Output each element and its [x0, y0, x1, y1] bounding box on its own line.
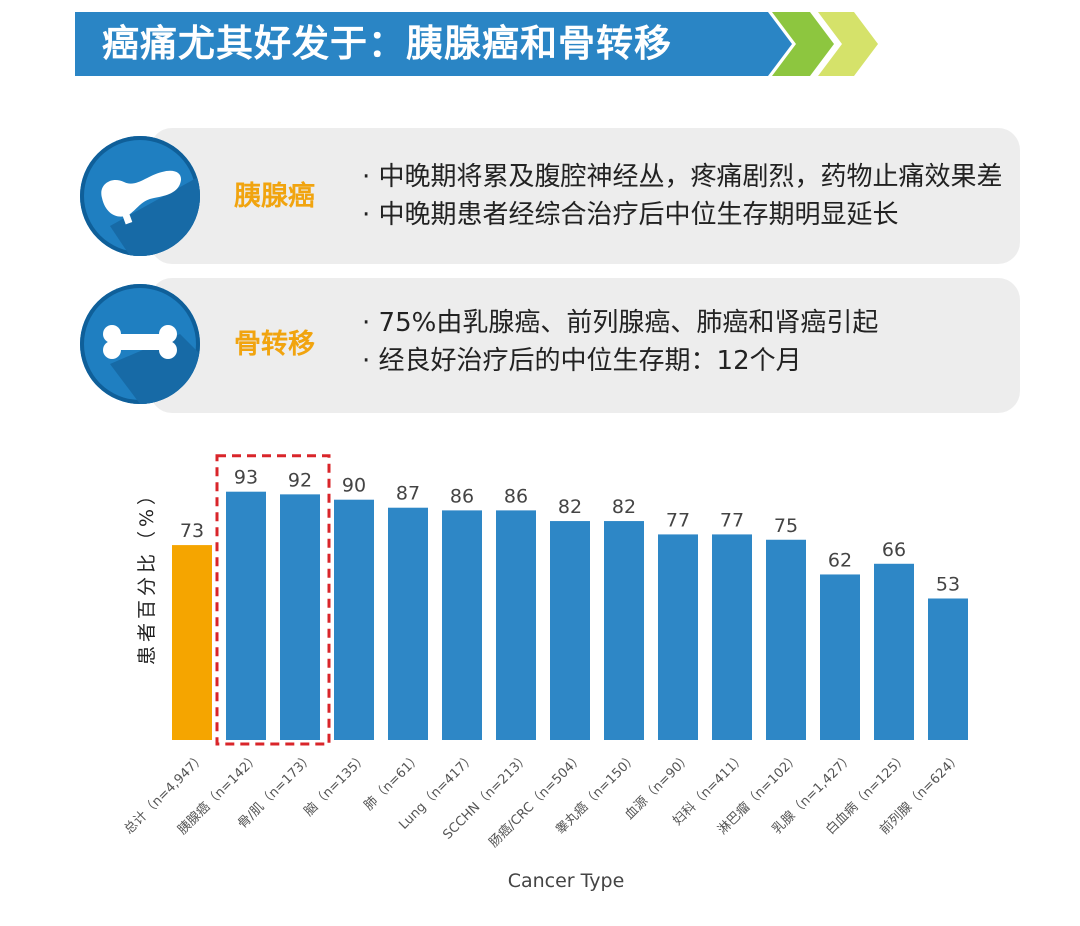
bar-12 — [820, 574, 860, 740]
x-tick-label: 肠癌/CRC（n=504） — [486, 750, 587, 851]
bar-value-label: 87 — [396, 483, 420, 505]
bar-11 — [766, 539, 806, 740]
bar-value-label: 86 — [504, 485, 528, 507]
banner-shape — [75, 12, 878, 76]
bar-value-label: 77 — [720, 509, 744, 531]
bar-value-label: 92 — [288, 469, 312, 491]
pancreas-icon — [80, 136, 200, 256]
bar-value-label: 77 — [666, 509, 690, 531]
y-axis-label-box: 患者百分比（%） — [92, 482, 158, 680]
x-axis-label: Cancer Type — [507, 870, 625, 892]
bar-value-label: 90 — [342, 475, 366, 497]
bar-13 — [874, 563, 914, 740]
card-label-pancreatic: 胰腺癌 — [234, 181, 315, 212]
bar-value-label: 66 — [882, 539, 906, 561]
bar-4 — [388, 507, 428, 740]
bar-value-label: 86 — [450, 485, 474, 507]
bar-2 — [280, 494, 320, 740]
bar-10 — [712, 534, 752, 740]
card-bullet: · 中晚期将累及腹腔神经丛，疼痛剧烈，药物止痛效果差 — [362, 162, 1003, 192]
bar-9 — [658, 534, 698, 740]
info-card-bone — [150, 278, 1020, 413]
info-card-pancreatic — [150, 128, 1020, 264]
bar-value-label: 62 — [828, 549, 852, 571]
highlight-dashed-box — [215, 454, 331, 746]
bar-value-label: 53 — [936, 573, 960, 595]
bar-0 — [172, 545, 212, 740]
card-bullet: · 中晚期患者经综合治疗后中位生存期明显延长 — [362, 200, 899, 230]
bar-value-label: 82 — [558, 496, 582, 518]
bar-8 — [604, 521, 644, 740]
bar-value-label: 75 — [774, 515, 798, 537]
bar-7 — [550, 521, 590, 740]
title-banner: 癌痛尤其好发于：胰腺癌和骨转移 — [0, 0, 1080, 90]
bar-3 — [334, 499, 374, 740]
page-title: 癌痛尤其好发于：胰腺癌和骨转移 — [102, 22, 672, 65]
bar-chart: 73总计（n=4,947）93胰腺癌（n=142）92骨/肌（n=173）90脑… — [122, 454, 968, 851]
card-bullet: · 75%由乳腺癌、前列腺癌、肺癌和肾癌引起 — [362, 308, 879, 338]
bar-value-label: 73 — [180, 520, 204, 542]
bar-14 — [928, 598, 968, 740]
card-label-bone: 骨转移 — [234, 329, 315, 360]
bar-5 — [442, 510, 482, 740]
bar-6 — [496, 510, 536, 740]
card-bullet: · 经良好治疗后的中位生存期：12个月 — [362, 346, 802, 376]
bar-value-label: 82 — [612, 496, 636, 518]
bar-1 — [226, 491, 266, 740]
bone-icon — [80, 284, 200, 404]
bar-value-label: 93 — [234, 467, 258, 489]
y-axis-label: 患者百分比（%） — [136, 481, 158, 665]
